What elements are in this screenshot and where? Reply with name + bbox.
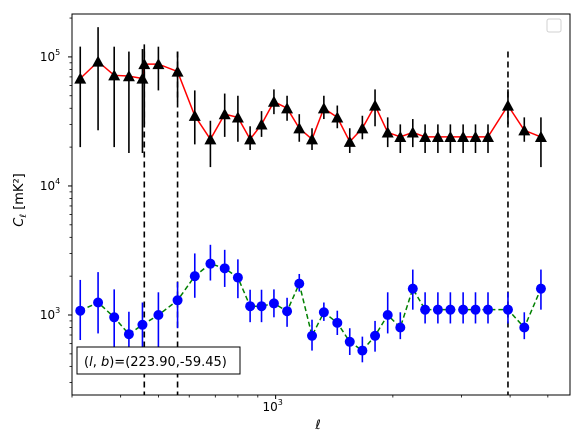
data-point-triangle [255, 118, 268, 130]
data-point-triangle [231, 111, 244, 123]
data-point-circle [519, 322, 530, 333]
plot-frame [71, 13, 571, 396]
series-line [79, 60, 542, 144]
data-point-triangle [369, 99, 382, 111]
y-tick-label: 103 [40, 306, 60, 322]
data-point-circle [75, 305, 86, 316]
data-point-circle [502, 304, 513, 315]
data-point-circle [535, 283, 546, 294]
data-point-triangle [281, 102, 294, 114]
annotation-box: (l, b)=(223.90,-59.45) [76, 346, 241, 375]
data-point-circle [268, 298, 279, 309]
data-point-circle [470, 304, 481, 315]
vertical-reference-lines [143, 51, 509, 395]
data-point-circle [307, 330, 318, 341]
data-point-circle [357, 345, 368, 356]
data-point-triangle [293, 122, 306, 134]
data-point-circle [189, 271, 200, 282]
data-point-triangle [356, 122, 369, 134]
data-point-triangle [108, 69, 121, 81]
data-point-triangle [381, 126, 394, 138]
data-point-circle [395, 322, 406, 333]
data-point-triangle [122, 70, 135, 82]
data-point-triangle [138, 58, 151, 70]
data-point-circle [282, 306, 293, 317]
data-point-circle [93, 297, 104, 308]
data-point-circle [219, 263, 230, 274]
series-line [79, 262, 542, 352]
y-axis-label: Cℓ [mK²] [12, 173, 29, 226]
data-point-triangle [469, 130, 482, 142]
data-point-circle [232, 272, 243, 283]
data-point-circle [137, 319, 148, 330]
data-point-triangle [419, 130, 432, 142]
svg-text:Cℓ [mK²]: Cℓ [mK²] [12, 173, 29, 226]
data-point-triangle [92, 55, 105, 67]
data-point-circle [445, 304, 456, 315]
y-axis-label-main: C [12, 217, 27, 227]
data-point-triangle [444, 130, 457, 142]
data-point-triangle [152, 58, 165, 70]
y-tick-label: 104 [40, 177, 60, 193]
axes [71, 13, 571, 396]
data-point-circle [432, 304, 443, 315]
data-point-triangle [306, 133, 319, 145]
data-point-circle [407, 283, 418, 294]
data-point-triangle [218, 108, 231, 120]
data-point-circle [344, 336, 355, 347]
data-point-circle [382, 310, 393, 321]
data-point-triangle [331, 111, 344, 123]
data-series [74, 27, 547, 363]
data-point-circle [318, 307, 329, 318]
ticks: 103 103 104 105 [40, 17, 549, 414]
data-point-triangle [204, 133, 217, 145]
data-point-triangle [171, 65, 184, 77]
data-point-circle [370, 330, 381, 341]
data-point-circle [245, 301, 256, 312]
y-axis-label-unit: [mK²] [12, 173, 27, 210]
data-point-triangle [534, 130, 547, 142]
data-point-triangle [481, 130, 494, 142]
x-tick-label: 103 [262, 398, 282, 414]
series-2 [75, 244, 546, 363]
data-point-circle [256, 301, 267, 312]
data-point-triangle [244, 133, 257, 145]
x-axis-label: ℓ [314, 418, 320, 433]
data-point-triangle [317, 102, 330, 114]
legend-box [546, 18, 562, 33]
data-point-circle [458, 304, 469, 315]
data-point-triangle [74, 72, 87, 84]
data-point-triangle [431, 130, 444, 142]
annotation-frame [76, 346, 241, 375]
series-1 [74, 27, 547, 168]
data-point-triangle [267, 95, 280, 107]
data-point-circle [420, 304, 431, 315]
data-point-triangle [188, 109, 201, 121]
y-tick-label: 105 [40, 48, 60, 64]
data-point-circle [332, 317, 343, 328]
data-point-triangle [136, 72, 149, 84]
data-point-triangle [394, 130, 407, 142]
data-point-circle [109, 312, 120, 323]
data-point-circle [123, 329, 134, 340]
data-point-triangle [518, 124, 531, 136]
data-point-triangle [501, 99, 514, 111]
data-point-triangle [343, 135, 356, 147]
data-point-circle [482, 304, 493, 315]
data-point-triangle [406, 126, 419, 138]
data-point-circle [205, 258, 216, 269]
data-point-triangle [457, 130, 470, 142]
annotation-text: (l, b)=(223.90,-59.45) [84, 355, 227, 370]
data-point-circle [153, 310, 164, 321]
y-axis-label-subscript: ℓ [19, 214, 29, 219]
data-point-circle [294, 278, 305, 289]
data-point-circle [172, 295, 183, 306]
